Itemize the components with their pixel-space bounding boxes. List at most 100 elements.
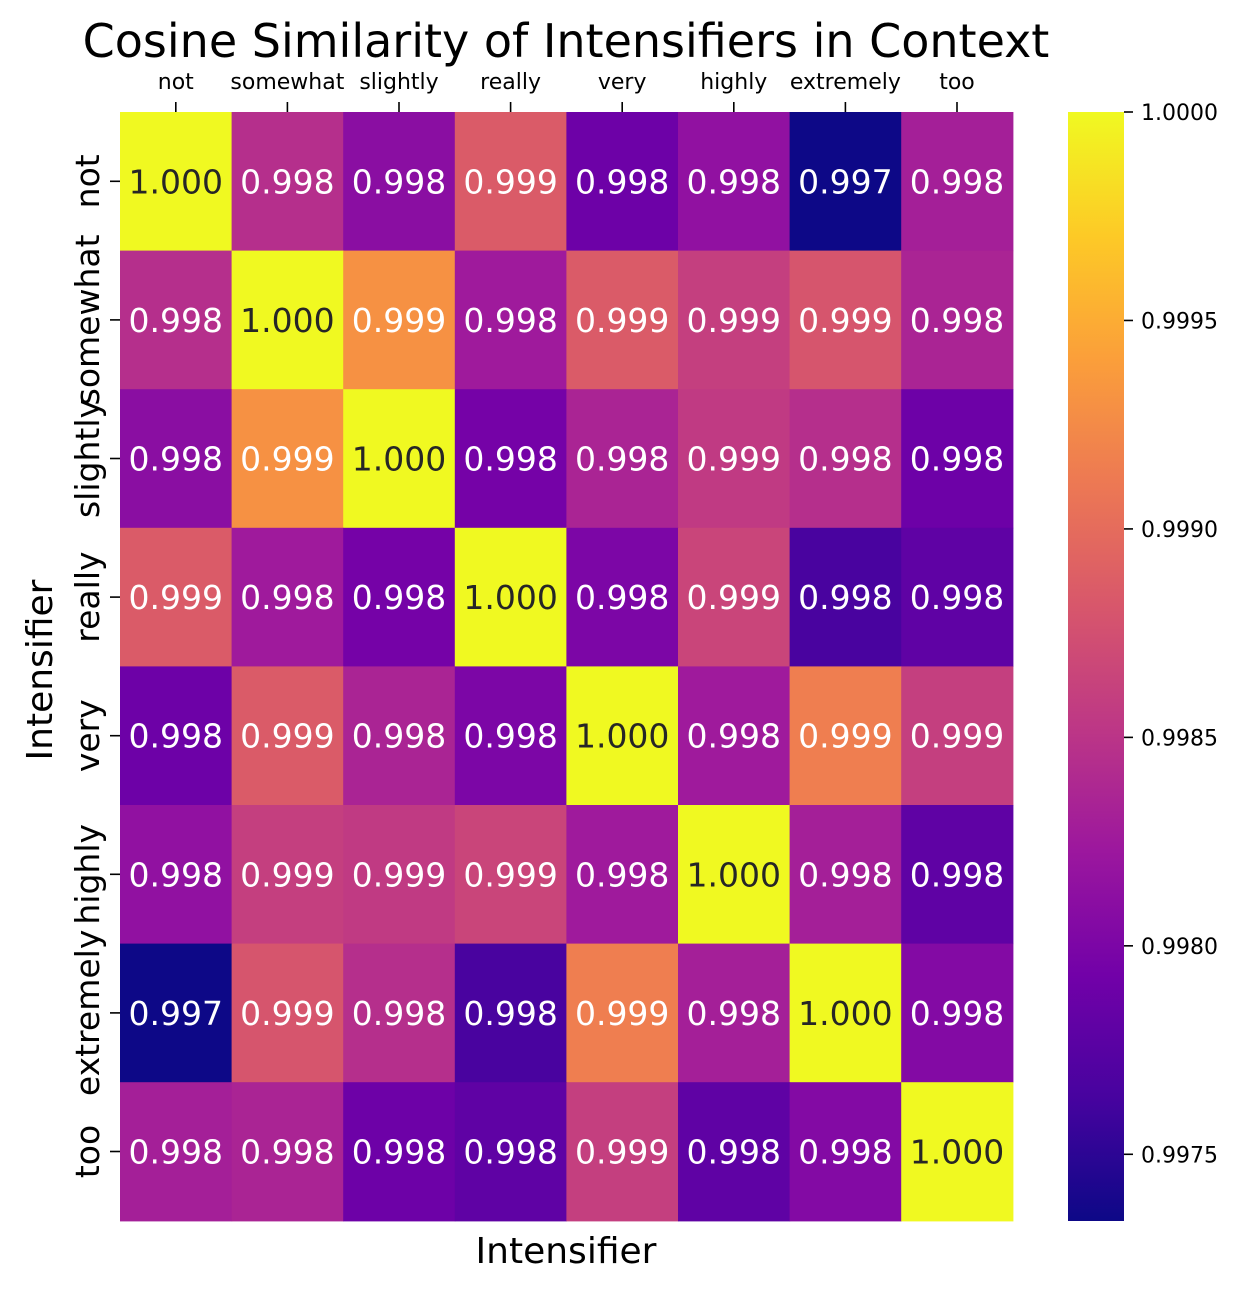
y-tick-label: extremely	[68, 930, 107, 1096]
heatmap-cell	[789, 666, 902, 806]
heatmap-cell	[901, 943, 1014, 1083]
cell-annotation: 0.999	[463, 855, 557, 894]
y-tick-label: slightly	[68, 399, 107, 518]
heatmap-cell	[789, 250, 902, 390]
cell-annotation: 0.998	[687, 994, 781, 1033]
heatmap-cell	[231, 250, 344, 390]
cell-annotation: 0.998	[352, 717, 446, 756]
cell-annotation: 1.000	[240, 301, 334, 340]
cell-annotation: 0.998	[910, 162, 1004, 201]
heatmap-cell	[789, 1082, 902, 1222]
cell-annotation: 0.998	[352, 994, 446, 1033]
cell-annotation: 0.998	[129, 1133, 223, 1172]
cell-annotation: 0.999	[575, 994, 669, 1033]
heatmap-cell	[343, 389, 456, 529]
heatmap-cells	[120, 112, 1014, 1222]
y-tick-label: very	[68, 699, 107, 772]
heatmap-cell	[678, 943, 791, 1083]
chart-title: Cosine Similarity of Intensifiers in Con…	[83, 14, 1050, 68]
cell-annotation: 1.000	[798, 994, 892, 1033]
cell-annotations: 1.000 0.998 0.998 0.999 0.998 0.998 0.997 0.998…	[129, 162, 1005, 1171]
heatmap-cell	[454, 112, 567, 252]
heatmap-cell	[343, 250, 456, 390]
x-tick-label: not	[158, 70, 194, 95]
heatmap-cell	[566, 805, 679, 945]
heatmap-cell	[678, 805, 791, 945]
cell-annotation: 0.998	[463, 440, 557, 479]
heatmap-cell	[901, 666, 1014, 806]
heatmap-cell	[120, 527, 233, 667]
cell-annotation: 0.999	[575, 301, 669, 340]
colorbar-ticks: 1.0000 0.9995 0.9990 0.9985 0.9980 0.9975	[1124, 101, 1218, 1168]
heatmap-cell	[678, 112, 791, 252]
heatmap-cell	[901, 389, 1014, 529]
cell-annotation: 0.998	[129, 440, 223, 479]
heatmap-cell	[901, 1082, 1014, 1222]
heatmap-cell	[231, 527, 344, 667]
heatmap-cell	[901, 112, 1014, 252]
cell-annotation: 0.998	[463, 1133, 557, 1172]
x-tick-label: very	[598, 70, 647, 95]
cell-annotation: 0.998	[129, 855, 223, 894]
cell-annotation: 0.998	[910, 855, 1004, 894]
cell-annotation: 0.999	[687, 578, 781, 617]
heatmap-cell	[566, 1082, 679, 1222]
colorbar-tick-label: 0.9995	[1141, 309, 1218, 334]
cell-annotation: 0.998	[798, 1133, 892, 1172]
cell-annotation: 0.999	[352, 301, 446, 340]
heatmap-cell	[566, 250, 679, 390]
y-tick-label: too	[68, 1125, 107, 1178]
cell-annotation: 0.998	[463, 717, 557, 756]
y-tick-label: not	[68, 154, 107, 208]
cell-annotation: 0.998	[240, 1133, 334, 1172]
colorbar	[1068, 112, 1124, 1221]
cell-annotation: 0.998	[910, 578, 1004, 617]
heatmap-cell	[678, 666, 791, 806]
heatmap-cell	[454, 1082, 567, 1222]
cell-annotation: 0.998	[240, 578, 334, 617]
cell-annotation: 0.998	[352, 1133, 446, 1172]
heatmap-cell	[566, 389, 679, 529]
cell-annotation: 0.998	[798, 855, 892, 894]
heatmap-cell	[678, 389, 791, 529]
cell-annotation: 0.998	[575, 440, 669, 479]
heatmap-cell	[120, 805, 233, 945]
cell-annotation: 0.998	[575, 855, 669, 894]
heatmap-cell	[231, 805, 344, 945]
cell-annotation: 1.000	[129, 162, 223, 201]
cell-annotation: 0.998	[575, 162, 669, 201]
heatmap-cell	[343, 805, 456, 945]
heatmap-cell	[454, 666, 567, 806]
cell-annotation: 0.998	[352, 162, 446, 201]
cell-annotation: 0.999	[129, 578, 223, 617]
x-tick-label: highly	[700, 70, 767, 95]
cell-annotation: 0.999	[687, 440, 781, 479]
colorbar-tick-label: 0.9975	[1141, 1143, 1218, 1168]
heatmap-cell	[789, 805, 902, 945]
heatmap-cell	[678, 250, 791, 390]
cell-annotation: 0.998	[687, 717, 781, 756]
x-tick-label: extremely	[790, 70, 901, 95]
heatmap-cell	[343, 527, 456, 667]
heatmap-cell	[120, 112, 233, 252]
cell-annotation: 0.998	[129, 717, 223, 756]
heatmap-cell	[789, 527, 902, 667]
cell-annotation: 0.998	[798, 578, 892, 617]
heatmap-cell	[566, 112, 679, 252]
heatmap-cell	[454, 943, 567, 1083]
heatmap-cell	[231, 1082, 344, 1222]
heatmap-cell	[566, 527, 679, 667]
x-tick-label: somewhat	[230, 70, 344, 95]
colorbar-tick-label: 0.9990	[1141, 518, 1218, 543]
heatmap-cell	[566, 943, 679, 1083]
cell-annotation: 0.999	[240, 717, 334, 756]
cell-annotation: 0.998	[129, 301, 223, 340]
cell-annotation: 0.998	[910, 301, 1004, 340]
x-tick-label: really	[480, 70, 541, 95]
cell-annotation: 0.998	[798, 440, 892, 479]
x-axis-ticks: not somewhat slightly really very highly extre…	[158, 70, 975, 112]
cell-annotation: 0.999	[798, 717, 892, 756]
heatmap-cell	[678, 527, 791, 667]
heatmap-cell	[454, 250, 567, 390]
